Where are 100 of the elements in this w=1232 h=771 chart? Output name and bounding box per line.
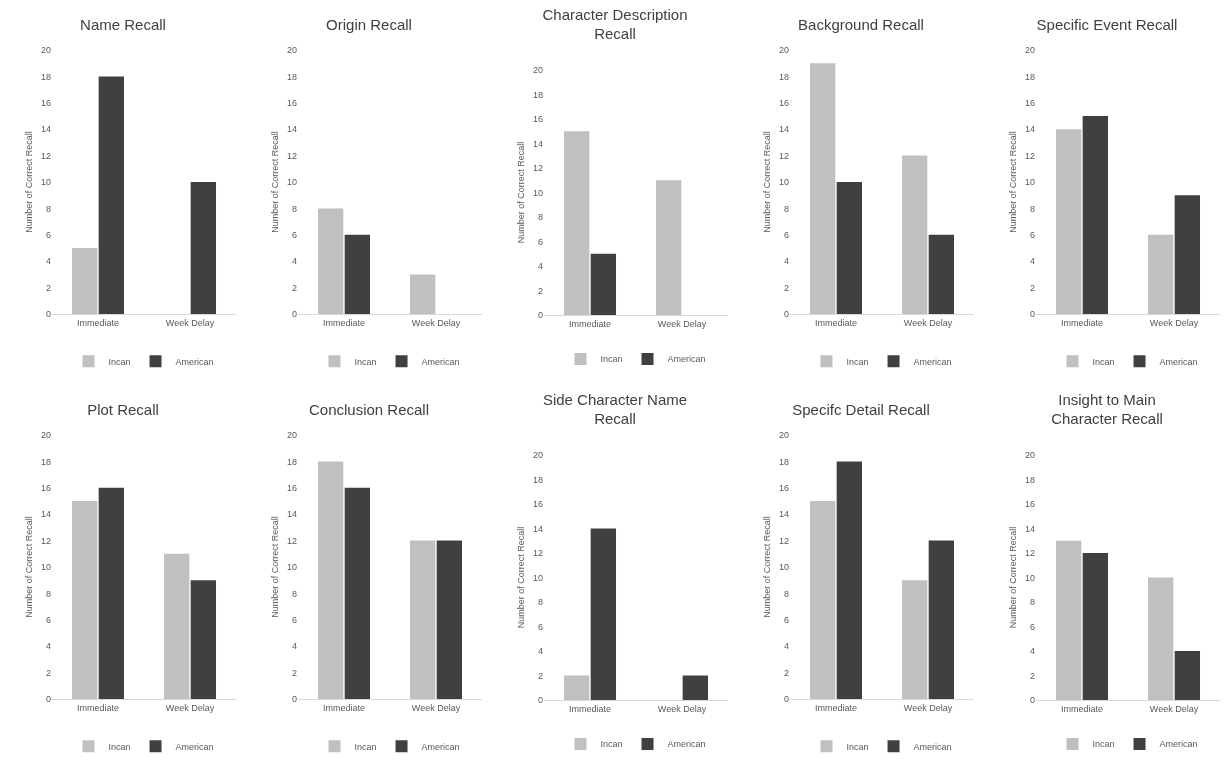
x-tick-label: Immediate: [1060, 703, 1104, 714]
bar: [655, 180, 682, 315]
bar: [409, 274, 436, 314]
legend-label: American: [913, 741, 952, 752]
legend-label: American: [175, 356, 214, 367]
y-tick-label: 0: [291, 694, 297, 705]
x-tick-label: Immediate: [568, 318, 612, 329]
y-tick-label: 8: [45, 588, 51, 599]
legend-label: American: [667, 739, 706, 750]
bar: [1082, 553, 1109, 700]
y-tick-label: 0: [783, 309, 789, 320]
y-tick-label: 16: [1024, 499, 1035, 510]
y-axis-title: Number of Correct Recall: [1008, 526, 1019, 629]
y-tick-label: 0: [537, 310, 543, 321]
y-tick-label: 16: [778, 482, 789, 493]
y-axis-title: Number of Correct Recall: [762, 516, 773, 618]
y-tick-label: 2: [783, 282, 789, 293]
legend-label: Incan: [1092, 356, 1115, 367]
y-tick-label: 20: [532, 65, 543, 76]
chart-title: Conclusion Recall: [308, 401, 430, 418]
y-tick-label: 10: [532, 572, 543, 583]
y-tick-label: 14: [1024, 523, 1035, 534]
y-tick-label: 16: [286, 482, 297, 493]
legend-label: Incan: [600, 739, 623, 750]
bar: [317, 208, 344, 314]
bar: [809, 63, 836, 314]
y-tick-label: 20: [1024, 45, 1035, 56]
y-tick-label: 4: [291, 641, 297, 652]
chart-title: Insight to Main Character Recall: [1051, 390, 1163, 427]
x-tick-label: Week Delay: [1149, 703, 1199, 714]
x-tick-label: Week Delay: [411, 702, 461, 713]
y-tick-label: 10: [40, 562, 51, 573]
y-tick-label: 8: [45, 203, 51, 214]
x-tick-label: Immediate: [814, 317, 858, 328]
chart-title: Side Character Name Recall: [542, 390, 688, 427]
bar: [836, 182, 863, 314]
x-tick-label: Week Delay: [165, 317, 215, 328]
y-tick-label: 4: [783, 641, 789, 652]
y-tick-label: 20: [778, 45, 789, 56]
x-tick-label: Immediate: [76, 317, 120, 328]
y-tick-label: 6: [1029, 621, 1035, 632]
y-tick-label: 10: [778, 177, 789, 188]
bar: [1147, 234, 1174, 314]
y-tick-label: 10: [40, 177, 51, 188]
y-tick-label: 18: [532, 89, 543, 100]
y-axis-title: Number of Correct Recall: [24, 516, 35, 618]
y-tick-label: 14: [286, 124, 297, 135]
y-tick-label: 18: [532, 474, 543, 485]
bar: [836, 461, 863, 699]
bar: [344, 234, 371, 314]
y-tick-label: 4: [537, 646, 543, 657]
y-tick-label: 20: [40, 430, 51, 441]
y-tick-label: 10: [532, 187, 543, 198]
y-tick-label: 8: [291, 203, 297, 214]
bar: [71, 501, 98, 699]
bar: [901, 580, 928, 699]
y-tick-label: 4: [291, 256, 297, 267]
y-tick-label: 14: [532, 138, 543, 149]
y-tick-label: 8: [1029, 597, 1035, 608]
y-tick-label: 2: [291, 667, 297, 678]
y-tick-label: 12: [532, 548, 543, 559]
x-tick-label: Week Delay: [903, 702, 953, 713]
y-tick-label: 14: [40, 124, 51, 135]
y-tick-label: 4: [783, 256, 789, 267]
bar: [190, 580, 217, 699]
y-axis-title: Number of Correct Recall: [24, 131, 35, 233]
y-tick-label: 18: [40, 456, 51, 467]
y-tick-label: 2: [291, 282, 297, 293]
legend-label: Incan: [108, 741, 131, 752]
legend-label: Incan: [354, 356, 377, 367]
legend-label: Incan: [354, 741, 377, 752]
bar: [590, 253, 617, 315]
y-tick-label: 6: [291, 229, 297, 240]
y-axis-title: Number of Correct Recall: [270, 516, 281, 618]
y-tick-label: 18: [40, 71, 51, 82]
y-tick-label: 0: [783, 694, 789, 705]
x-tick-label: Week Delay: [1149, 317, 1199, 328]
y-tick-label: 16: [532, 499, 543, 510]
y-tick-label: 4: [1029, 256, 1035, 267]
y-tick-label: 10: [778, 562, 789, 573]
bar: [1174, 651, 1201, 700]
y-tick-label: 6: [537, 621, 543, 632]
chart-title: Specifc Detail Recall: [792, 401, 930, 418]
x-tick-label: Immediate: [322, 702, 366, 713]
y-tick-label: 6: [45, 614, 51, 625]
y-tick-label: 2: [783, 667, 789, 678]
x-tick-label: Week Delay: [165, 702, 215, 713]
y-tick-label: 18: [1024, 474, 1035, 485]
chart-title: Name Recall: [80, 16, 166, 33]
bar: [928, 540, 955, 699]
y-tick-label: 8: [783, 588, 789, 599]
y-tick-label: 0: [291, 309, 297, 320]
y-axis-title: Number of Correct Recall: [516, 526, 527, 629]
y-tick-label: 18: [286, 456, 297, 467]
y-tick-label: 2: [537, 670, 543, 681]
y-axis-title: Number of Correct Recall: [516, 141, 527, 244]
legend-label: Incan: [600, 354, 623, 365]
y-tick-label: 6: [291, 614, 297, 625]
y-tick-label: 18: [778, 456, 789, 467]
y-tick-label: 0: [1029, 309, 1035, 320]
